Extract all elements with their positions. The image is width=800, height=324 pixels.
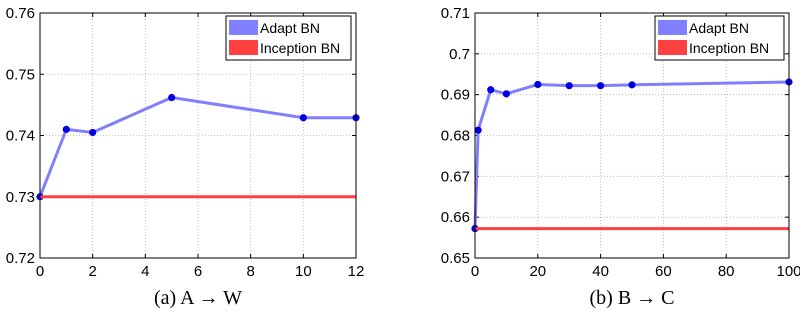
legend-swatch — [658, 40, 687, 55]
x-tick-label: 2 — [88, 263, 96, 280]
x-tick-label: 6 — [194, 263, 202, 280]
y-tick-label: 0.66 — [441, 209, 470, 226]
y-tick-label: 0.73 — [6, 189, 35, 206]
data-point — [299, 114, 307, 122]
x-tick-label: 0 — [471, 263, 479, 280]
data-point — [502, 90, 510, 98]
legend-label: Adapt BN — [689, 20, 749, 36]
x-tick-label: 40 — [592, 263, 609, 280]
data-point — [62, 125, 70, 133]
chart-a-a-to-w: 0 2 4 6 8 10 12 0.72 0.73 0.74 0.75 0.76 Adapt BN Inc… — [6, 5, 365, 309]
legend-label: Inception BN — [689, 40, 769, 56]
series-line — [38, 96, 356, 198]
x-tick-label: 100 — [776, 263, 800, 280]
x-tick-label: 60 — [655, 263, 672, 280]
data-point — [534, 80, 542, 89]
data-point — [89, 128, 97, 137]
x-tick-label: 10 — [295, 263, 312, 280]
x-tick-label: 80 — [718, 263, 735, 280]
y-tick-label: 0.67 — [441, 168, 470, 185]
x-tick-label: 20 — [529, 263, 546, 280]
data-point — [597, 82, 605, 90]
data-point — [628, 81, 636, 89]
series-adapt-bn — [36, 93, 360, 201]
y-tick-label: 0.72 — [6, 250, 35, 267]
x-tick-label: 12 — [348, 263, 365, 280]
y-tick-label: 0.76 — [6, 5, 35, 22]
y-tick-label: 0.69 — [441, 87, 470, 104]
legend-label: Inception BN — [260, 40, 340, 56]
axes-frame — [39, 12, 357, 259]
chart-b-b-to-c: 0 20 40 60 80 100 0.65 0.66 0.67 0.68 0.69 0.7 0.71 A… — [441, 5, 800, 309]
legend-swatch — [229, 40, 258, 55]
legend-label: Adapt BN — [260, 20, 320, 36]
legend-swatch — [229, 20, 258, 35]
x-tick-label: 0 — [36, 263, 44, 280]
data-point — [474, 126, 482, 134]
legend-swatch — [658, 20, 687, 35]
subfigure-caption: (a) A → W — [154, 287, 242, 309]
y-tick-label: 0.75 — [6, 66, 35, 83]
y-tick-label: 0.65 — [441, 250, 470, 267]
legend: Adapt BN Inception BN — [654, 15, 785, 61]
subfigure-caption: (b) B → C — [590, 287, 675, 309]
x-tick-label: 8 — [246, 263, 254, 280]
data-point — [168, 93, 176, 102]
data-point — [487, 86, 495, 94]
y-tick-label: 0.71 — [441, 5, 470, 22]
y-tick-label: 0.68 — [441, 128, 470, 145]
y-tick-label: 0.74 — [6, 128, 35, 145]
legend: Adapt BN Inception BN — [225, 15, 352, 61]
x-tick-label: 4 — [141, 263, 149, 280]
axes-frame — [474, 12, 790, 259]
series-adapt-bn — [471, 78, 793, 233]
y-tick-label: 0.7 — [449, 46, 470, 63]
data-point — [565, 82, 573, 90]
